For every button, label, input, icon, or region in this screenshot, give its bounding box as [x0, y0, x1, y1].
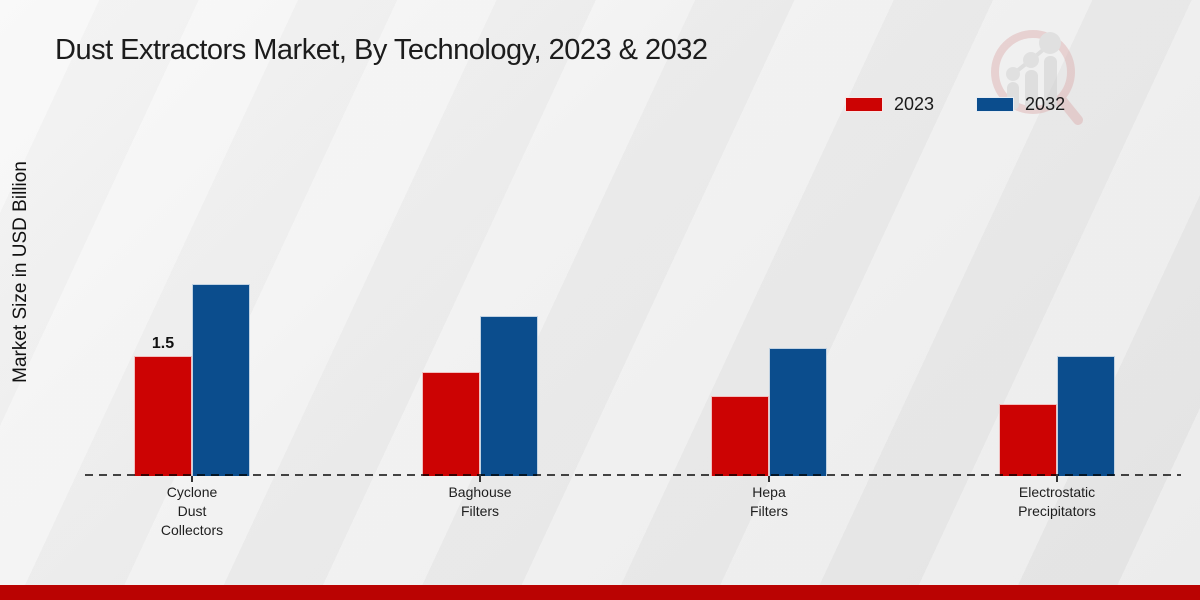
- legend-label-2023: 2023: [894, 94, 935, 114]
- footer-accent-bar: [0, 585, 1200, 600]
- legend: 2023 2032: [845, 94, 1065, 115]
- category-label-hepa-filters: Hepa Filters: [749, 484, 789, 519]
- legend-item-2023: 2023: [845, 94, 934, 115]
- category-label-cyclone-dust-collectors: Cyclone Dust Collectors: [160, 484, 224, 538]
- bar-2023-cyclone-dust-collectors: [134, 356, 192, 476]
- category-label-baghouse-filters: Baghouse Filters: [448, 484, 512, 519]
- category-label-electrostatic-precipitators: Electrostatic Precipitators: [1018, 484, 1096, 519]
- legend-swatch-2032: [976, 97, 1015, 112]
- x-axis-tick-hepa-filters: [768, 476, 770, 482]
- legend-label-2032: 2032: [1025, 94, 1066, 114]
- bar-2032-hepa-filters: [769, 348, 827, 476]
- legend-swatch-2023: [845, 97, 883, 112]
- x-axis-tick-electrostatic-precipitators: [1056, 476, 1058, 482]
- x-axis-tick-baghouse-filters: [479, 476, 481, 482]
- legend-item-2032: 2032: [976, 94, 1065, 115]
- bar-2023-hepa-filters: [711, 396, 769, 476]
- x-axis-tick-cyclone-dust-collectors: [191, 476, 193, 482]
- bar-2023-baghouse-filters: [422, 372, 480, 476]
- chart-title: Dust Extractors Market, By Technology, 2…: [55, 34, 708, 66]
- bar-2032-baghouse-filters: [480, 316, 538, 476]
- bar-2032-cyclone-dust-collectors: [192, 284, 250, 476]
- bar-2032-electrostatic-precipitators: [1057, 356, 1115, 476]
- bar-2023-electrostatic-precipitators: [999, 404, 1057, 476]
- x-axis-baseline: [85, 474, 1181, 476]
- market-research-logo-icon: [991, 30, 1083, 125]
- data-label-2023-cyclone-dust-collectors: 1.5: [151, 335, 175, 352]
